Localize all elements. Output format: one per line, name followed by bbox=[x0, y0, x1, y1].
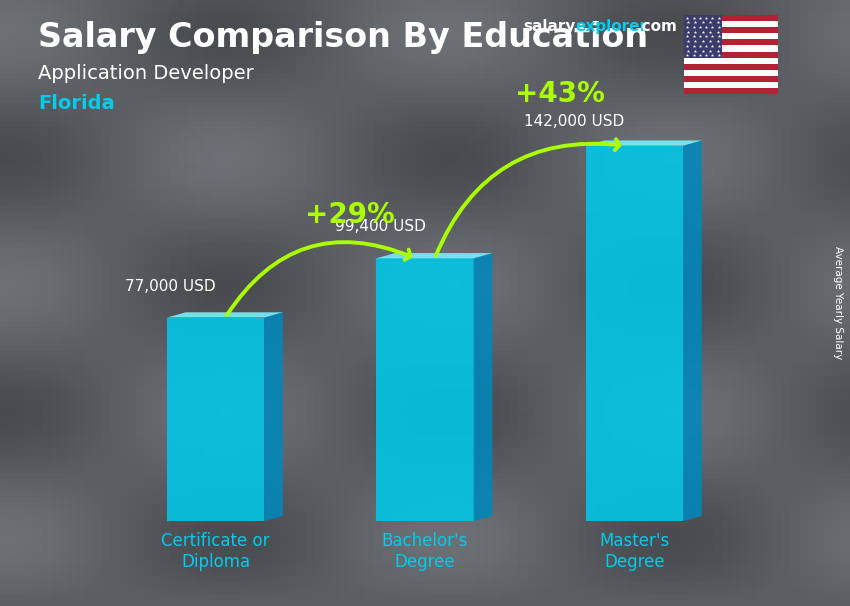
FancyBboxPatch shape bbox=[167, 318, 264, 521]
Bar bbox=[684, 82, 778, 88]
FancyBboxPatch shape bbox=[586, 145, 683, 521]
Polygon shape bbox=[377, 253, 492, 258]
Text: +29%: +29% bbox=[305, 201, 395, 228]
Text: Average Yearly Salary: Average Yearly Salary bbox=[833, 247, 843, 359]
Polygon shape bbox=[473, 253, 492, 521]
Bar bbox=[684, 70, 778, 76]
Text: Salary Comparison By Education: Salary Comparison By Education bbox=[38, 21, 649, 54]
Bar bbox=[684, 64, 778, 70]
Bar bbox=[684, 45, 778, 52]
Bar bbox=[684, 33, 778, 39]
Text: +43%: +43% bbox=[515, 80, 604, 108]
Polygon shape bbox=[586, 141, 702, 145]
Text: .com: .com bbox=[637, 19, 677, 35]
Text: 99,400 USD: 99,400 USD bbox=[335, 219, 426, 235]
Bar bbox=[684, 15, 778, 21]
Bar bbox=[684, 76, 778, 82]
Text: salary: salary bbox=[523, 19, 575, 35]
Text: Application Developer: Application Developer bbox=[38, 64, 254, 82]
Bar bbox=[684, 52, 778, 58]
Polygon shape bbox=[683, 141, 702, 521]
Polygon shape bbox=[264, 312, 283, 521]
Text: Florida: Florida bbox=[38, 94, 115, 113]
Bar bbox=[684, 27, 778, 33]
Bar bbox=[684, 88, 778, 94]
Bar bbox=[684, 39, 778, 45]
Text: 77,000 USD: 77,000 USD bbox=[125, 279, 216, 293]
FancyBboxPatch shape bbox=[377, 258, 473, 521]
Bar bbox=[684, 21, 778, 27]
Text: explorer: explorer bbox=[575, 19, 648, 35]
Polygon shape bbox=[167, 312, 283, 318]
Text: 142,000 USD: 142,000 USD bbox=[524, 114, 625, 129]
Bar bbox=[684, 58, 778, 64]
Bar bbox=[684, 15, 722, 58]
